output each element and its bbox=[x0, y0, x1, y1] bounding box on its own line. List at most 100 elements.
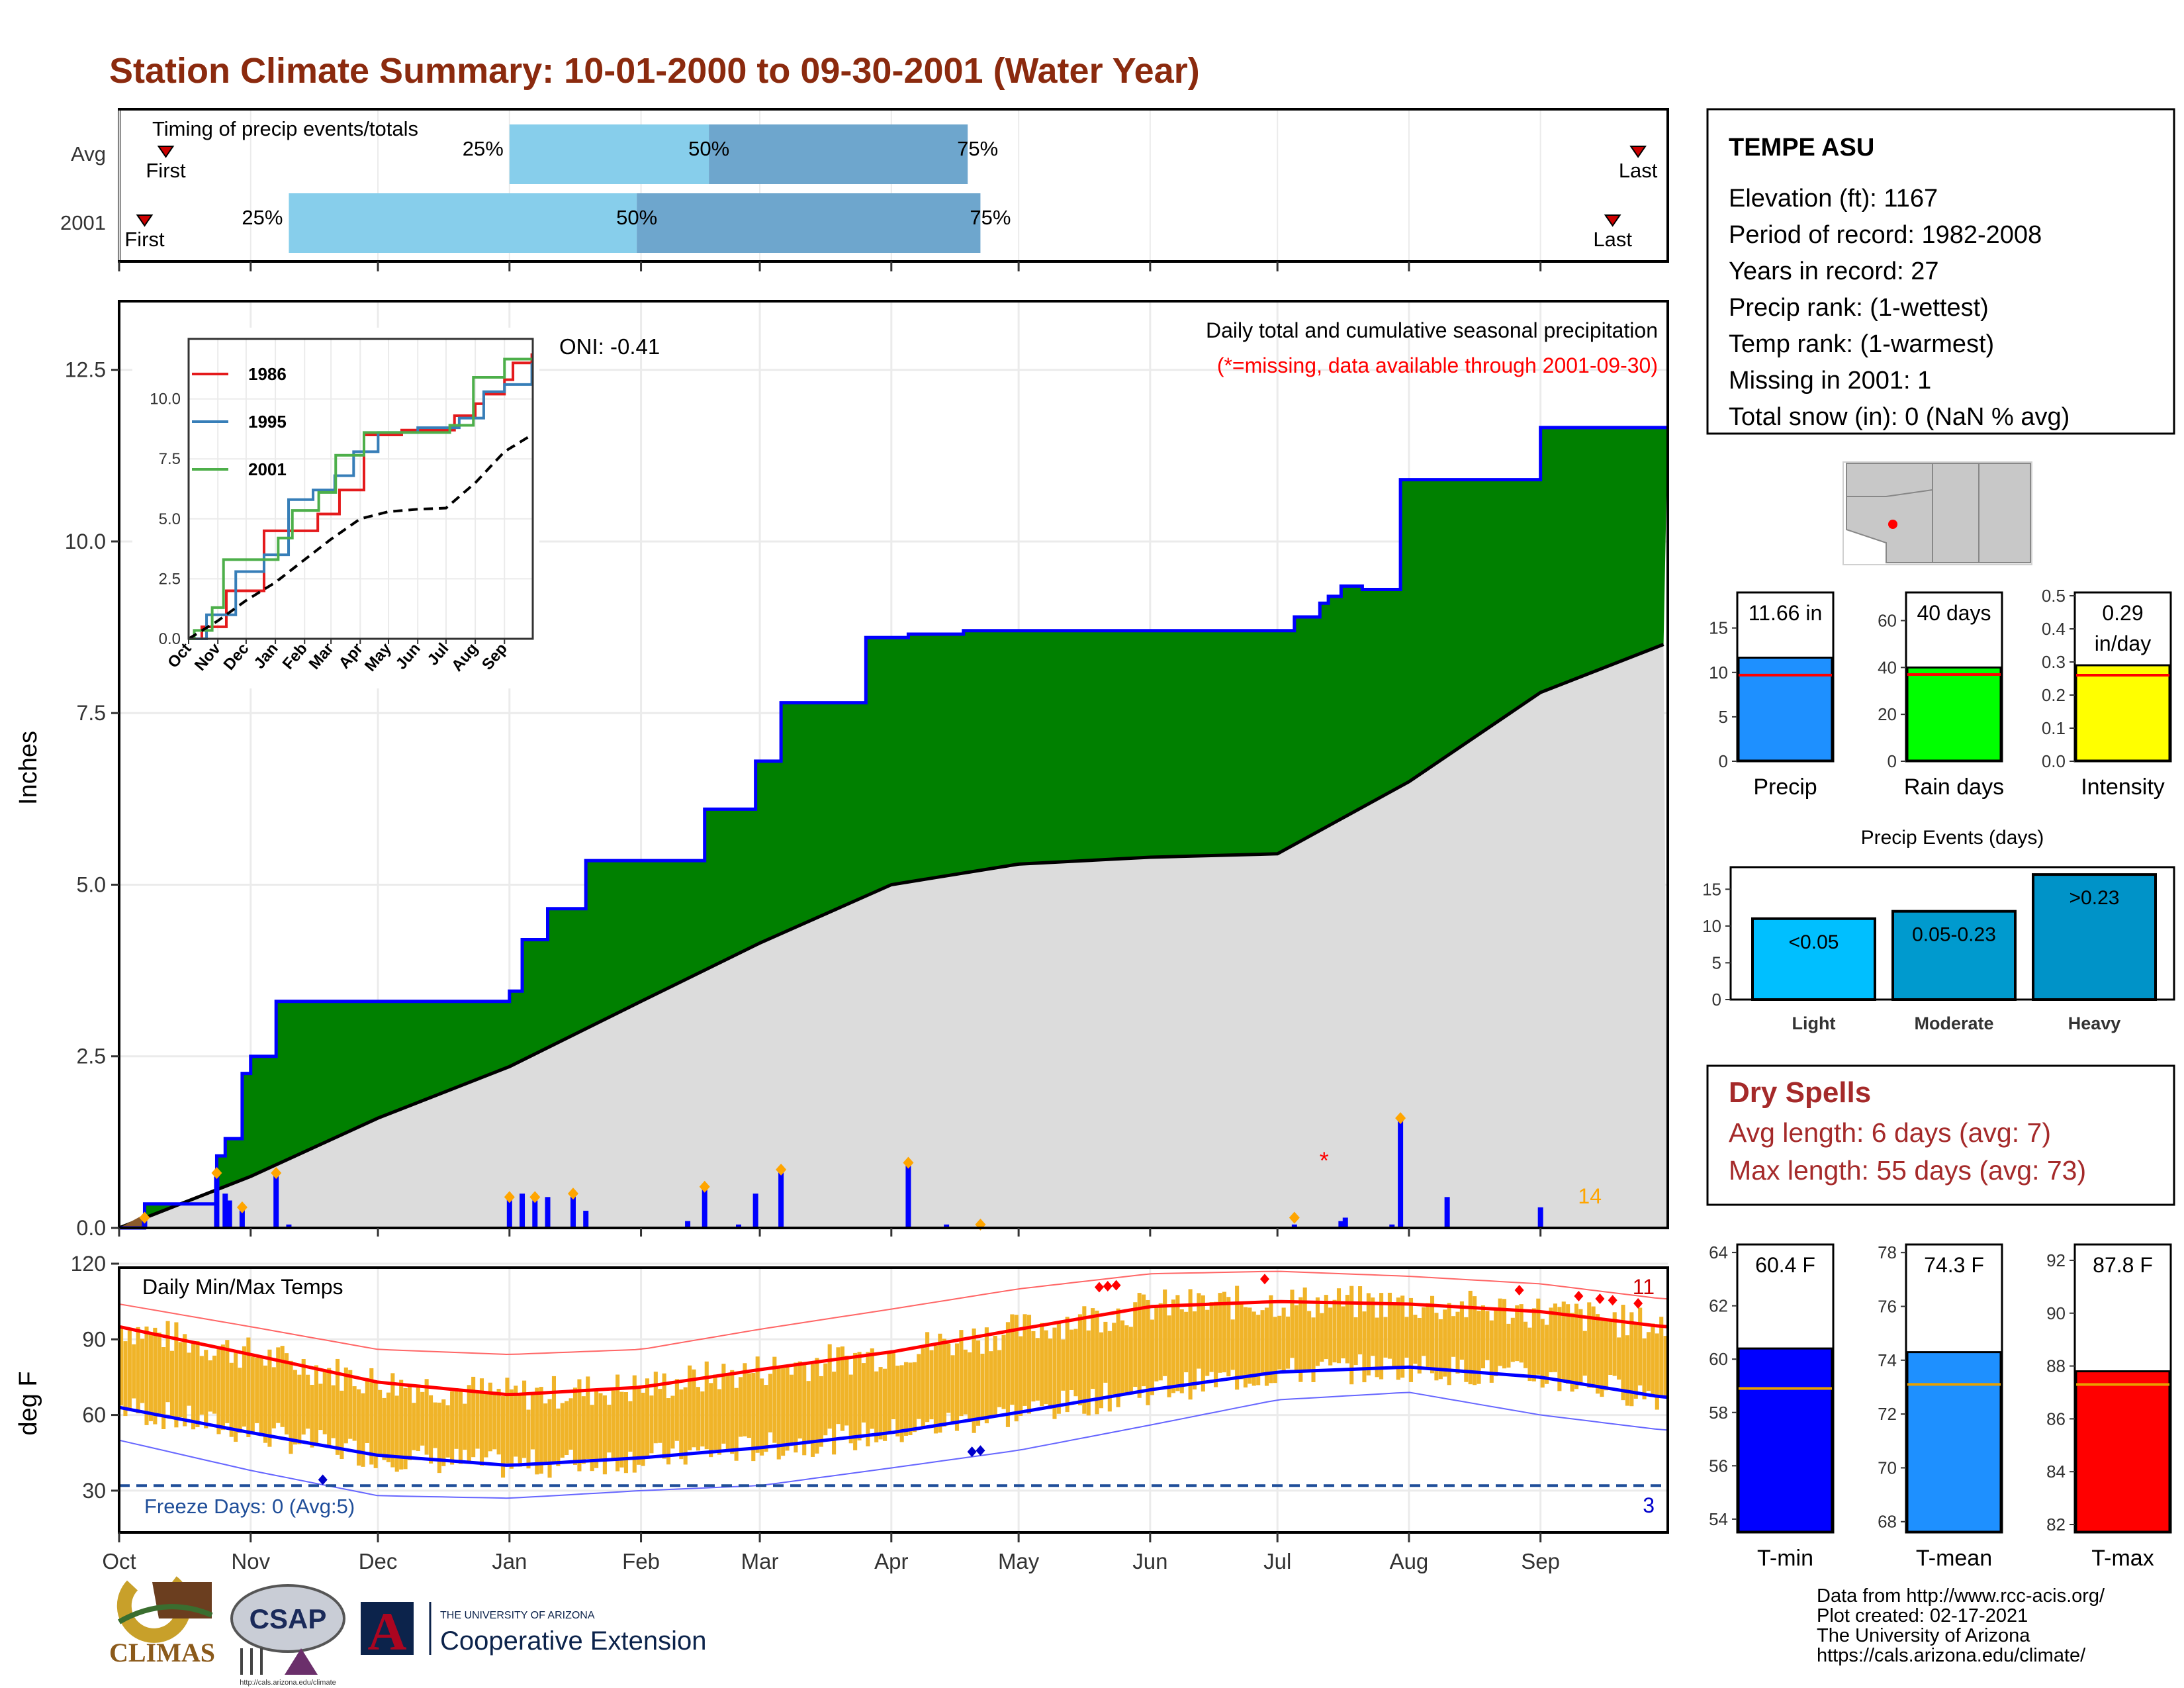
timing-first-marker bbox=[136, 214, 154, 227]
inset-ytick-label: 5.0 bbox=[159, 510, 181, 528]
precip-ylabel: Inches bbox=[15, 731, 42, 805]
daily-temp-bar bbox=[1256, 1315, 1261, 1385]
daily-temp-bar bbox=[1281, 1307, 1286, 1372]
daily-temp-bar bbox=[1260, 1310, 1265, 1375]
footer-line: The University of Arizona bbox=[1817, 1625, 2030, 1646]
daily-temp-bar bbox=[343, 1367, 348, 1444]
summary-value-unit: in/day bbox=[2095, 632, 2151, 655]
summary-category-label: Intensity bbox=[2081, 774, 2165, 800]
daily-temp-bar bbox=[968, 1352, 972, 1423]
timing-p25-label: 25% bbox=[463, 137, 504, 160]
temp-panel: Freeze Days: 0 (Avg:5) 11 3 30 60 90 120 deg … bbox=[15, 1228, 1669, 1573]
daily-temp-bar bbox=[119, 1327, 124, 1406]
daily-temp-bar bbox=[870, 1348, 874, 1429]
daily-temp-bar bbox=[361, 1393, 365, 1467]
month-label: Dec bbox=[359, 1549, 398, 1573]
summary-ytick-label: 60 bbox=[1878, 611, 1897, 631]
daily-temp-bar bbox=[797, 1361, 802, 1439]
daily-temp-bar bbox=[424, 1379, 429, 1455]
daily-temp-bar bbox=[1248, 1307, 1252, 1384]
dry-spells-box: Dry Spells Avg length: 6 days (avg: 7) M… bbox=[1706, 1064, 2175, 1206]
average-cumulative-area bbox=[119, 644, 1668, 1228]
daily-temp-bar bbox=[577, 1379, 582, 1472]
daily-temp-bar bbox=[1515, 1305, 1520, 1362]
daily-temp-bar bbox=[1214, 1301, 1218, 1387]
summary-category-label: T-mean bbox=[1916, 1546, 1992, 1571]
csap-logo-text: CSAP bbox=[250, 1603, 327, 1634]
event-diamond bbox=[271, 1167, 282, 1180]
daily-temp-bar bbox=[1498, 1298, 1502, 1366]
record-min-line bbox=[118, 1391, 1668, 1499]
events-bar bbox=[1751, 917, 1876, 1002]
daily-temp-bar bbox=[1553, 1303, 1557, 1372]
daily-temp-bar bbox=[641, 1392, 645, 1466]
events-category-label: Light bbox=[1792, 1013, 1836, 1033]
oni-label: ONI: -0.41 bbox=[559, 334, 660, 359]
daily-temp-bar bbox=[1659, 1317, 1664, 1397]
daily-temp-bar bbox=[1298, 1297, 1303, 1382]
daily-temp-bar bbox=[1349, 1286, 1354, 1385]
precip-ytick-label: 12.5 bbox=[65, 358, 106, 382]
summary-ytick-label: 0 bbox=[1719, 751, 1728, 771]
daily-temp-bar bbox=[917, 1354, 921, 1419]
daily-temp-bar bbox=[276, 1347, 281, 1423]
daily-temp-bar bbox=[1362, 1311, 1367, 1383]
month-label: Oct bbox=[102, 1549, 136, 1573]
temp-ytick-label: 30 bbox=[82, 1479, 106, 1503]
record-high-marker bbox=[1111, 1280, 1121, 1291]
daily-temp-bar bbox=[373, 1381, 378, 1468]
daily-temp-bar bbox=[306, 1374, 310, 1429]
daily-precip-bar bbox=[1398, 1118, 1404, 1228]
daily-temp-bar bbox=[989, 1351, 993, 1418]
timing-first-marker bbox=[157, 146, 175, 158]
page-title: Station Climate Summary: 10-01-2000 to 0… bbox=[109, 51, 1200, 91]
climas-logo: CLIMAS bbox=[109, 1576, 215, 1667]
daily-temp-bar bbox=[730, 1370, 735, 1454]
daily-temp-bar bbox=[565, 1401, 569, 1456]
month-label: Aug bbox=[1390, 1549, 1429, 1573]
daily-temp-bar bbox=[484, 1392, 488, 1458]
daily-temp-bar bbox=[1005, 1322, 1010, 1427]
daily-temp-bar bbox=[1128, 1327, 1133, 1392]
daily-temp-bar bbox=[598, 1393, 603, 1460]
daily-temp-bar bbox=[674, 1379, 679, 1441]
daily-temp-bar bbox=[1464, 1317, 1469, 1382]
daily-temp-bar bbox=[1311, 1317, 1316, 1382]
daily-temp-bar bbox=[751, 1373, 756, 1462]
summary-category-label: T-max bbox=[2091, 1546, 2154, 1571]
events-bar bbox=[1891, 910, 2017, 1001]
daily-temp-bar bbox=[394, 1395, 399, 1472]
daily-temp-bar bbox=[1422, 1307, 1426, 1356]
daily-temp-bar bbox=[794, 1362, 798, 1453]
record-low-marker bbox=[976, 1445, 985, 1456]
daily-precip-bar bbox=[1389, 1224, 1395, 1228]
daily-temp-bar bbox=[1557, 1307, 1562, 1391]
daily-temp-bar bbox=[191, 1344, 196, 1430]
daily-temp-bar bbox=[1561, 1301, 1566, 1381]
daily-temp-bar bbox=[1524, 1321, 1528, 1368]
daily-temp-bar bbox=[250, 1356, 255, 1433]
summary-ytick-label: 20 bbox=[1878, 704, 1897, 724]
daily-temp-bar bbox=[382, 1397, 387, 1460]
daily-temp-bar bbox=[1226, 1297, 1231, 1377]
daily-temp-bar bbox=[895, 1366, 900, 1436]
inset-series-line bbox=[189, 363, 533, 640]
daily-temp-bar bbox=[1065, 1317, 1069, 1413]
daily-temp-bar bbox=[310, 1384, 314, 1448]
daily-temp-bar bbox=[496, 1389, 501, 1455]
daily-temp-bar bbox=[1353, 1317, 1358, 1366]
daily-temp-bar bbox=[1663, 1336, 1668, 1396]
precip-ytick-label: 10.0 bbox=[65, 530, 106, 553]
daily-temp-bar bbox=[938, 1333, 942, 1433]
daily-temp-bar bbox=[1052, 1327, 1057, 1419]
daily-temp-bar bbox=[827, 1344, 832, 1429]
events-category-label: Moderate bbox=[1914, 1013, 1993, 1033]
timing-panel: Timing of precip events/totals Avg 2001 … bbox=[60, 108, 1669, 271]
daily-temp-bar bbox=[187, 1352, 191, 1406]
event-diamond bbox=[567, 1188, 578, 1200]
summary-value-label: 60.4 F bbox=[1755, 1253, 1815, 1277]
month-label: Jun bbox=[1132, 1549, 1167, 1573]
event-diamond bbox=[776, 1163, 787, 1176]
temp-ytick-label: 60 bbox=[82, 1403, 106, 1427]
